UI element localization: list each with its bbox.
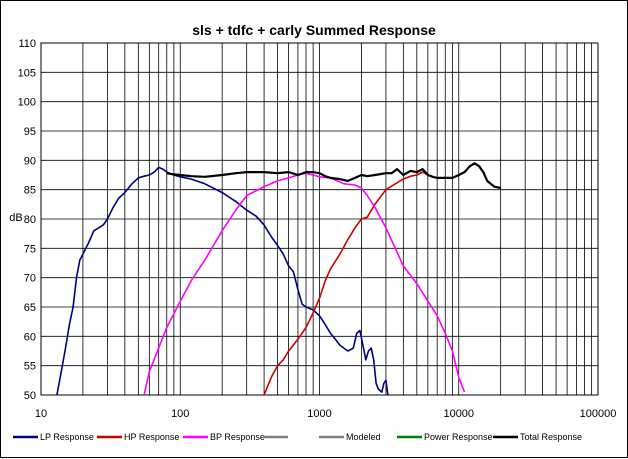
legend-label: LP Response	[40, 432, 94, 442]
y-tick-label: 65	[24, 302, 36, 314]
y-tick-label: 75	[24, 243, 36, 255]
y-tick-label: 80	[24, 214, 36, 226]
y-tick-label: 110	[18, 38, 36, 50]
tick-labels: 50 55 60 65 70 75 80 85 90 95 100 105 110 10 100 1000 10…	[18, 38, 617, 420]
x-tick-label: 100	[171, 408, 189, 420]
y-tick-label: 90	[24, 155, 36, 167]
plot-border	[40, 42, 599, 396]
series-line	[56, 166, 389, 396]
y-tick-label: 105	[18, 67, 36, 79]
y-tick-label: 70	[24, 273, 36, 285]
y-tick-label: 85	[24, 185, 36, 197]
grid	[41, 43, 598, 395]
y-tick-label: 50	[24, 390, 36, 402]
legend-label: Total Response	[520, 432, 582, 442]
series-line	[166, 162, 501, 189]
legend: LP Response HP Response BP Response Modeled…	[13, 432, 582, 442]
series-layer	[56, 162, 501, 396]
x-tick-label: 100000	[580, 408, 617, 420]
chart-title: sls + tdfc + carly Summed Response	[192, 22, 436, 38]
y-tick-label: 60	[24, 331, 36, 343]
y-tick-label: 95	[24, 126, 36, 138]
x-tick-label: 10	[35, 408, 47, 420]
x-tick-label: 10000	[443, 408, 474, 420]
series-line	[263, 171, 429, 396]
x-tick-label: 1000	[307, 408, 331, 420]
legend-label: Power Response	[424, 432, 493, 442]
legend-label: Modeled	[346, 432, 381, 442]
y-tick-label: 100	[18, 97, 36, 109]
legend-label: BP Response	[210, 432, 265, 442]
y-tick-label: 55	[24, 361, 36, 373]
series-line	[143, 172, 466, 396]
legend-label: HP Response	[124, 432, 179, 442]
y-axis-label: dB	[9, 212, 22, 224]
